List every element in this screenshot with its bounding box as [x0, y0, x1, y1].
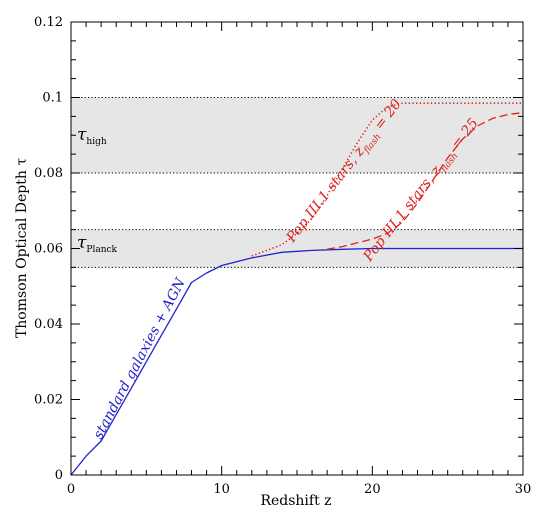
y-tick-label: 0.04 [34, 317, 63, 332]
tau-planck-label: τPlanck [77, 233, 118, 255]
tau-high-symbol: τ [77, 125, 87, 145]
x-tick-label: 30 [515, 482, 532, 497]
series-line-0 [70, 247, 523, 476]
y-tick-label: 0.1 [42, 91, 63, 106]
tau-high-label: τhigh [77, 125, 107, 147]
y-axis-title: Thomson Optical Depth τ [14, 158, 30, 338]
tau-high-subscript: high [86, 137, 106, 147]
x-tick-label: 0 [67, 482, 75, 497]
plot-frame [70, 21, 524, 476]
y-tick-label: 0.02 [34, 393, 63, 408]
band-0-fill [71, 97, 523, 173]
axis-ticks: 0 10 20 30 0 0.02 0.04 0.06 0.08 0.1 0.12 [34, 15, 531, 497]
x-axis-title: Redshift z [260, 493, 331, 509]
x-tick-label: 20 [364, 482, 381, 497]
series-line-2 [326, 111, 524, 250]
standard-model-label: standard galaxies + AGN [90, 275, 189, 442]
data-series [70, 102, 524, 476]
tau-planck-subscript: Planck [86, 245, 117, 255]
y-tick-label: 0.12 [34, 15, 63, 30]
x-tick-label: 10 [213, 482, 230, 497]
series-line-1 [251, 102, 523, 257]
y-tick-label: 0.08 [34, 166, 63, 181]
band-labels: τhigh τPlanck [77, 125, 118, 255]
y-tick-label: 0.06 [34, 242, 63, 257]
y-tick-label: 0 [55, 468, 63, 483]
tau-planck-symbol: τ [77, 233, 87, 253]
